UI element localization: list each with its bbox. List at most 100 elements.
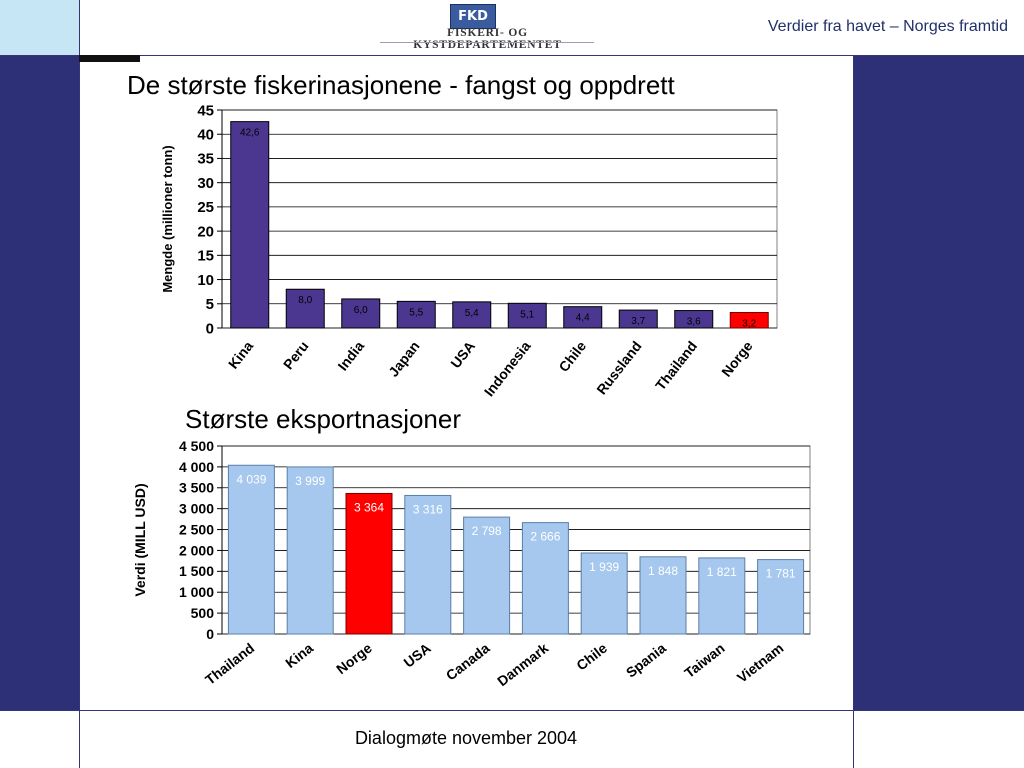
c2-y-tick-label: 500 [191,605,215,621]
c2-category-label: USA [401,640,434,671]
c2-data-label: 2 798 [472,524,502,538]
c2-data-label: 1 848 [648,564,678,578]
c2-y-tick-label: 1 000 [179,584,214,600]
c1-y-axis-label: Mengde (millioner tonn) [160,145,175,292]
c1-category-label: Peru [280,338,312,372]
c2-data-label: 3 316 [413,502,443,516]
right-navy-panel [853,55,1024,710]
c1-category-label: Kina [225,338,256,372]
left-navy-panel [0,55,79,710]
c2-y-tick-label: 4 000 [179,459,214,475]
c1-bar-thailand [674,310,714,329]
c2-y-tick-label: 0 [206,626,214,642]
c1-y-tick-label: 0 [206,320,214,337]
c1-category-label: Chile [555,338,589,375]
c2-data-label: 1 821 [707,565,737,579]
c1-category-label: USA [447,338,478,371]
logo-underline [380,42,594,43]
chart2-title: Største eksportnasjoner [185,404,462,434]
c2-y-axis-label: Verdi (MILL USD) [132,483,148,596]
c2-category-label: Taiwan [681,640,727,681]
c1-data-label: 5,4 [465,308,479,319]
c1-bar-india [341,298,381,329]
c1-data-label: 42,6 [240,128,260,139]
c2-data-label: 3 364 [354,500,384,514]
c1-y-tick-label: 45 [197,102,214,119]
fkd-logo: FKD [450,4,496,29]
c2-bar-norge [345,492,393,635]
c1-bar-indonesia [507,302,547,329]
c1-data-label: 5,1 [520,309,534,320]
c1-data-label: 3,7 [631,316,645,327]
c1-y-tick-label: 10 [197,272,214,289]
title-accent-bar [79,55,140,62]
c2-category-label: Norge [333,640,375,678]
c1-data-label: 3,6 [687,317,701,328]
footer-rule [0,710,1024,711]
c1-data-label: 5,5 [409,307,423,318]
c1-y-tick-label: 30 [197,175,214,192]
c1-category-label: Indonesia [481,338,534,400]
c2-bar-thailand [227,464,275,635]
c2-bar-kina [286,466,334,635]
c2-data-label: 2 666 [530,530,560,544]
c2-category-label: Spania [623,640,669,681]
c2-y-tick-label: 4 500 [179,438,214,454]
c1-group: 0 5 10 15 20 25 30 35 40 45 Mengde (millioner tonn… [160,102,778,400]
c1-bar-usa [452,301,492,329]
c1-category-label: Japan [385,338,423,380]
c1-bar-chile [563,306,603,329]
c2-bar-spania [639,556,687,635]
c2-category-label: Canada [443,640,493,684]
c1-bar-russland [618,309,658,329]
c2-bar-taiwan [698,557,746,635]
header-rule [0,55,1024,56]
c2-y-tick-label: 1 500 [179,563,214,579]
c2-data-label: 4 039 [236,472,266,486]
c2-data-label: 3 999 [295,474,325,488]
c1-y-tick-label: 25 [197,199,214,216]
c1-bar-kina [230,121,270,329]
right-frame-line [853,55,854,768]
c1-category-label: Russland [593,338,644,398]
c2-bar-vietnam [757,559,805,635]
c2-category-label: Chile [573,640,610,674]
c2-data-label: 1 781 [766,567,796,581]
c2-y-tick-label: 3 500 [179,480,214,496]
c2-bar-usa [404,494,452,635]
c1-y-tick-label: 15 [197,248,214,265]
header-tagline: Verdier fra havet – Norges framtid [767,18,1008,35]
c2-y-tick-label: 2 000 [179,542,214,558]
left-frame-line [79,0,80,768]
footer-text: Dialogmøte november 2004 [354,728,578,748]
c1-data-label: 6,0 [354,305,368,316]
c2-category-label: Vietnam [734,640,787,686]
c2-group: 0 500 1 000 1 500 2 000 2 500 3 000 3 500 4 000 4… [132,438,811,690]
c1-bar-japan [396,300,436,329]
c1-y-tick-label: 5 [206,296,214,313]
c1-y-tick-label: 20 [197,223,214,240]
c2-data-label: 1 939 [589,560,619,574]
chart1-title: De største fiskerinasjonene - fangst og … [127,70,675,100]
c2-y-tick-label: 3 000 [179,501,214,517]
c1-y-tick-label: 40 [197,126,214,143]
c1-data-label: 8,0 [298,295,312,306]
c1-data-label: 3,2 [742,318,756,329]
c2-y-tick-label: 2 500 [179,521,214,537]
c2-bar-chile [580,552,628,635]
c1-y-tick-label: 35 [197,151,214,168]
c2-category-label: Thailand [202,640,257,688]
c1-data-label: 4,4 [576,313,590,324]
c2-category-label: Danmark [494,640,551,690]
c1-category-label: India [334,338,367,374]
c2-bar-canada [463,516,511,635]
c2-bar-danmark [521,522,569,635]
c2-category-label: Kina [282,640,316,671]
c1-bar-norge [729,311,769,329]
c1-category-label: Thailand [652,338,700,393]
c1-bar-peru [285,288,325,329]
c1-category-label: Norge [718,338,756,380]
corner-block [0,0,79,55]
